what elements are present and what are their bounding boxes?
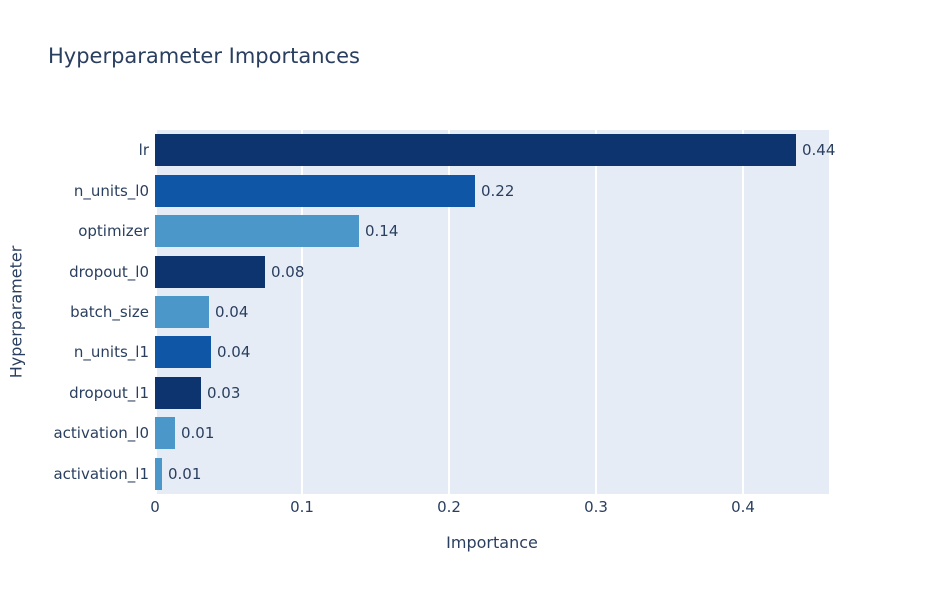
gridline bbox=[448, 130, 450, 494]
gridline bbox=[301, 130, 303, 494]
x-tick-0.1: 0.1 bbox=[290, 498, 314, 516]
bar-value-dropout_l1: 0.03 bbox=[207, 384, 241, 402]
category-label-n_units_l0: n_units_l0 bbox=[73, 181, 149, 200]
x-tick-0.4: 0.4 bbox=[731, 498, 755, 516]
category-label-lr: lr bbox=[138, 141, 149, 160]
x-tick-0.3: 0.3 bbox=[584, 498, 608, 516]
bar-dropout_l0[interactable] bbox=[155, 256, 265, 288]
bar-value-activation_l0: 0.01 bbox=[181, 424, 215, 442]
category-label-n_units_l1: n_units_l1 bbox=[73, 343, 149, 362]
bar-value-optimizer: 0.14 bbox=[365, 222, 399, 240]
bar-value-n_units_l0: 0.22 bbox=[481, 182, 515, 200]
chart-title: Hyperparameter Importances bbox=[48, 44, 360, 68]
bar-activation_l0[interactable] bbox=[155, 417, 175, 449]
bar-value-batch_size: 0.04 bbox=[215, 303, 249, 321]
category-label-dropout_l1: dropout_l1 bbox=[69, 383, 149, 402]
bar-n_units_l1[interactable] bbox=[155, 336, 211, 368]
category-label-batch_size: batch_size bbox=[70, 302, 149, 321]
bar-activation_l1[interactable] bbox=[155, 458, 162, 490]
gridline bbox=[595, 130, 597, 494]
bar-lr[interactable] bbox=[155, 134, 796, 166]
category-label-dropout_l0: dropout_l0 bbox=[69, 262, 149, 281]
bar-value-activation_l1: 0.01 bbox=[168, 465, 202, 483]
plot-area[interactable]: 0.44 0.22 0.14 0.08 0.04 0.04 0.03 0.01 0.01 bbox=[155, 130, 835, 494]
bar-optimizer[interactable] bbox=[155, 215, 359, 247]
bar-value-n_units_l1: 0.04 bbox=[217, 343, 251, 361]
x-tick-0: 0 bbox=[150, 498, 160, 516]
x-axis-title: Importance bbox=[446, 533, 538, 552]
category-label-optimizer: optimizer bbox=[78, 222, 149, 241]
bar-value-dropout_l0: 0.08 bbox=[271, 263, 305, 281]
gridline bbox=[742, 130, 744, 494]
bar-value-lr: 0.44 bbox=[802, 141, 836, 159]
category-label-activation_l1: activation_l1 bbox=[53, 464, 149, 483]
x-tick-0.2: 0.2 bbox=[437, 498, 461, 516]
bar-batch_size[interactable] bbox=[155, 296, 209, 328]
bar-dropout_l1[interactable] bbox=[155, 377, 201, 409]
bar-n_units_l0[interactable] bbox=[155, 175, 475, 207]
category-label-activation_l0: activation_l0 bbox=[53, 424, 149, 443]
